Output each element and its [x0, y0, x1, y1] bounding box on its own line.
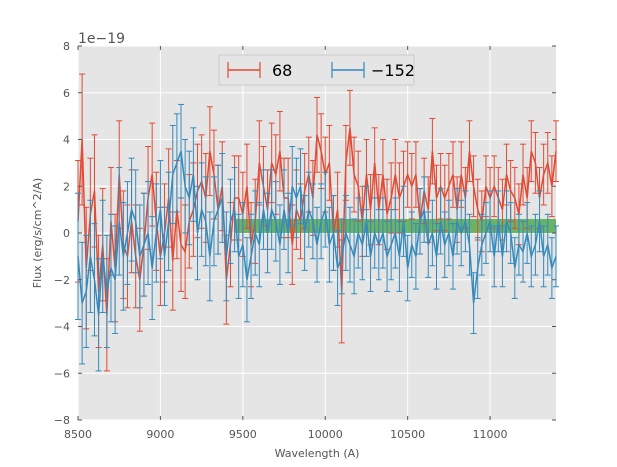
series-line — [77, 150, 557, 315]
x-tick-label: 9000 — [146, 428, 174, 441]
x-tick-label: 10000 — [308, 428, 343, 441]
legend-label-152: −152 — [371, 61, 415, 80]
series-1 — [75, 103, 559, 372]
y-tick-label: 8 — [63, 40, 70, 53]
y-tick-label: 0 — [63, 227, 70, 240]
y-tick-label: −2 — [54, 274, 70, 287]
y-tick-label: −4 — [54, 321, 70, 334]
y-axis-label: Flux (erg/s/cm^2/A) — [31, 178, 44, 288]
legend-entry-68: 68 — [227, 61, 292, 80]
y-offset-label: 1e−19 — [78, 31, 125, 47]
y-tick-label: 6 — [63, 87, 70, 100]
y-tick-label: 2 — [63, 180, 70, 193]
series-line — [77, 127, 557, 315]
x-tick-label: 8500 — [64, 428, 92, 441]
x-axis-label: Wavelength (A) — [275, 447, 360, 460]
y-tick-label: −8 — [54, 414, 70, 427]
x-tick-label: 10500 — [390, 428, 425, 441]
series-layer — [75, 73, 559, 372]
legend-swatch-68 — [227, 62, 261, 78]
y-tick-label: 4 — [63, 134, 70, 147]
x-tick-label: 9500 — [229, 428, 257, 441]
y-tick-label: −6 — [54, 367, 70, 380]
legend: 68 −152 — [218, 54, 415, 86]
x-tick-label: 11000 — [473, 428, 508, 441]
legend-swatch-152 — [331, 62, 365, 78]
ticks — [77, 45, 556, 421]
legend-label-68: 68 — [272, 61, 292, 80]
legend-entry-152: −152 — [331, 61, 415, 80]
